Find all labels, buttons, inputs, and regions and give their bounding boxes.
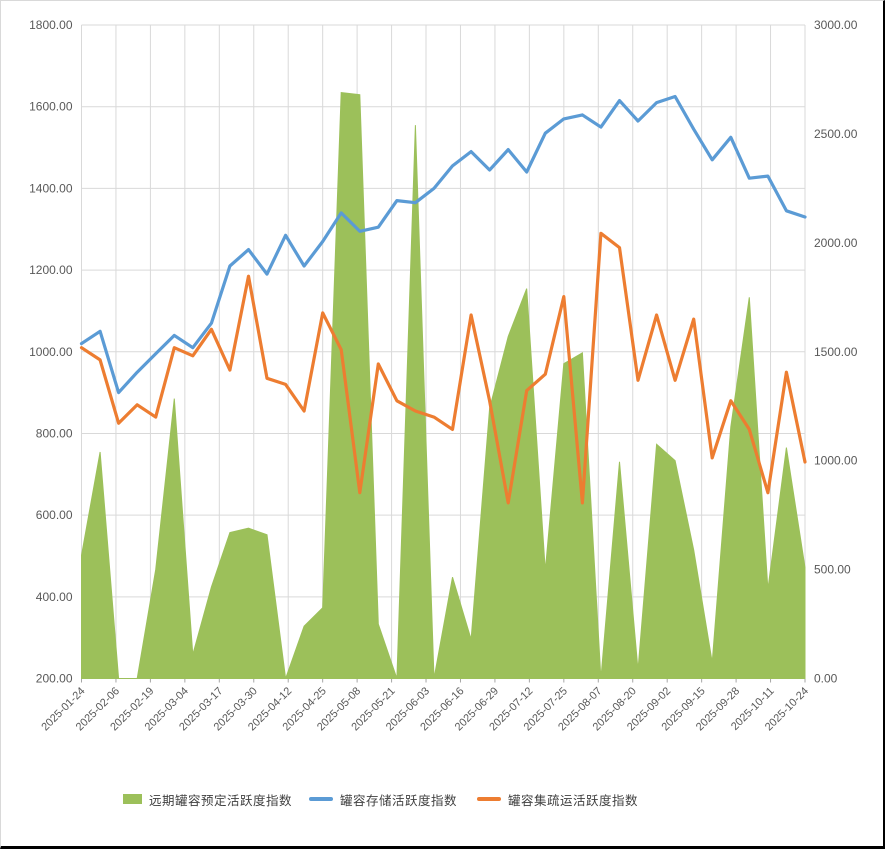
svg-text:800.00: 800.00 xyxy=(36,426,73,440)
legend-label: 罐容存储活跃度指数 xyxy=(340,793,458,808)
legend-label: 远期罐容预定活跃度指数 xyxy=(149,793,293,808)
line-series-1 xyxy=(79,94,807,395)
svg-text:400.00: 400.00 xyxy=(36,590,73,604)
svg-text:2500.00: 2500.00 xyxy=(814,127,858,141)
legend-item-storage[interactable]: 罐容存储活跃度指数 xyxy=(309,790,457,808)
svg-text:1800.00: 1800.00 xyxy=(29,18,73,32)
legend-item-transport[interactable]: 罐容集疏运活跃度指数 xyxy=(477,790,638,808)
svg-text:600.00: 600.00 xyxy=(36,508,73,522)
chart-legend: 远期罐容预定活跃度指数 罐容存储活跃度指数 罐容集疏运活跃度指数 xyxy=(1,790,883,812)
svg-text:2000.00: 2000.00 xyxy=(814,236,858,250)
svg-text:1000.00: 1000.00 xyxy=(29,345,73,359)
area-swatch-icon xyxy=(123,794,142,804)
area-series-0 xyxy=(81,91,806,679)
left-axis-labels: 1800.00 1600.00 1400.00 1200.00 1000.00 800.0… xyxy=(29,18,73,686)
svg-text:1500.00: 1500.00 xyxy=(814,345,858,359)
svg-text:0.00: 0.00 xyxy=(814,672,838,686)
line-swatch-icon xyxy=(309,797,333,801)
right-axis-labels: 3000.00 2500.00 2000.00 1500.00 1000.00 500.0… xyxy=(814,18,858,686)
svg-text:200.00: 200.00 xyxy=(36,672,73,686)
line-series-2 xyxy=(79,231,807,505)
legend-item-forward-booking[interactable]: 远期罐容预定活跃度指数 xyxy=(123,790,292,808)
svg-text:1600.00: 1600.00 xyxy=(29,100,73,114)
svg-text:3000.00: 3000.00 xyxy=(814,18,858,32)
legend-label: 罐容集疏运活跃度指数 xyxy=(508,793,639,808)
x-axis-ticks xyxy=(81,678,806,683)
x-axis-labels: 2025-01-242025-02-062025-02-192025-03-04… xyxy=(39,685,811,733)
svg-text:500.00: 500.00 xyxy=(814,563,851,577)
svg-text:1200.00: 1200.00 xyxy=(29,263,73,277)
svg-text:1400.00: 1400.00 xyxy=(29,181,73,195)
line-swatch-icon xyxy=(477,797,501,801)
svg-text:1000.00: 1000.00 xyxy=(814,454,858,468)
